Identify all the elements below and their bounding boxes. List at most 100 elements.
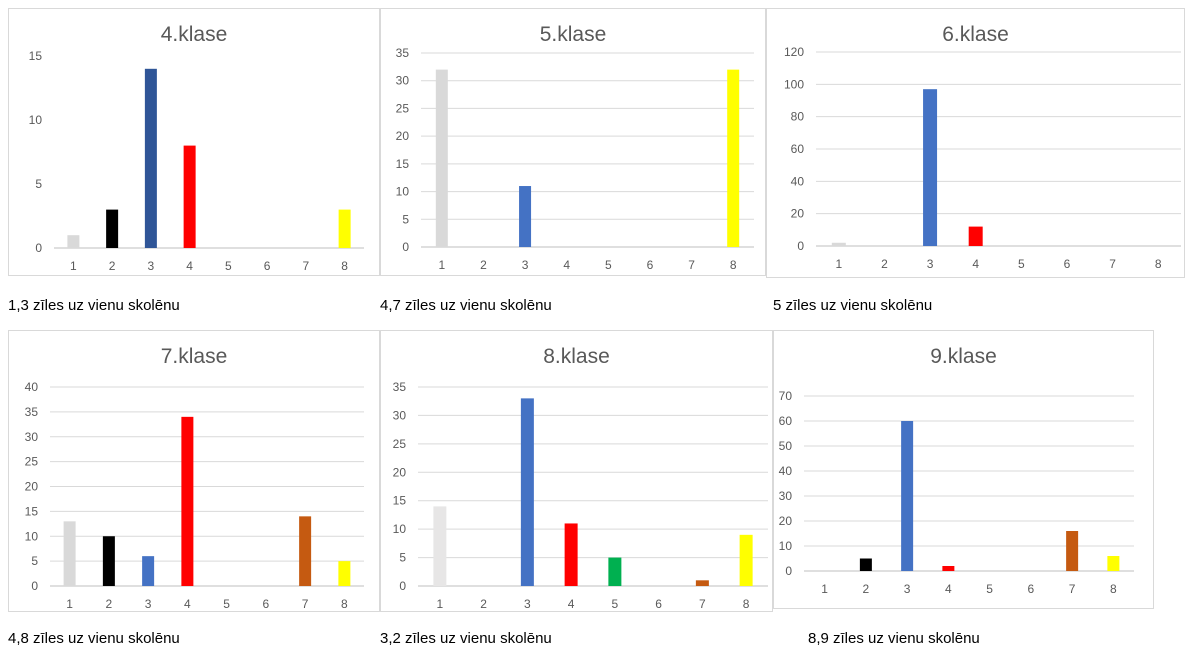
bar [695, 580, 709, 586]
y-tick-label: 20 [396, 129, 410, 143]
y-tick-label: 15 [25, 504, 39, 518]
x-tick-label: 1 [438, 258, 445, 272]
bar [901, 421, 914, 571]
x-tick-label: 5 [223, 597, 230, 611]
y-tick-label: 35 [25, 405, 39, 419]
y-tick-label: 15 [396, 157, 410, 171]
x-tick-label: 7 [688, 258, 695, 272]
y-tick-label: 5 [31, 554, 38, 568]
y-tick-label: 30 [25, 430, 39, 444]
bar [63, 521, 76, 586]
y-tick-label: 0 [785, 564, 792, 578]
chart-title: 6.klase [942, 23, 1009, 46]
chart-panel-7-klase: 7.klase 0 5 10 15 20 25 30 35 40 1 2 3 4 5 6 7 8 [8, 330, 380, 612]
y-tick-label: 20 [791, 207, 805, 221]
bar [106, 209, 119, 248]
bar [102, 536, 115, 586]
y-tick-label: 35 [396, 46, 410, 60]
y-tick-label: 5 [35, 177, 42, 191]
y-tick-label: 40 [25, 380, 39, 394]
chart-title: 4.klase [160, 23, 228, 46]
y-tick-label: 10 [25, 529, 39, 543]
chart-title: 5.klase [539, 23, 607, 46]
x-tick-label: 2 [863, 582, 870, 596]
bar [142, 556, 155, 586]
x-tick-label: 8 [1110, 582, 1117, 596]
x-tick-label: 2 [480, 597, 487, 611]
bar [520, 398, 534, 586]
chart-panel-9-klase: 9.klase 0 10 20 30 40 50 60 70 1 2 3 4 5 6 7 8 [773, 330, 1154, 609]
bar [859, 558, 872, 571]
y-tick-label: 70 [779, 389, 793, 403]
caption-9-klase: 8,9 zīles uz vienu skolēnu [808, 630, 980, 647]
y-tick-label: 30 [393, 408, 407, 422]
x-tick-label: 3 [145, 597, 152, 611]
y-tick-label: 30 [779, 489, 793, 503]
x-tick-label: 8 [743, 597, 750, 611]
caption-6-klase: 5 zīles uz vienu skolēnu [773, 297, 933, 314]
x-tick-label: 3 [148, 259, 155, 273]
y-tick-label: 40 [779, 464, 793, 478]
chart-panel-8-klase: 8.klase 0 5 10 15 20 25 30 35 1 2 3 4 5 6 7 8 [380, 330, 773, 612]
bar [67, 235, 80, 248]
x-tick-label: 1 [821, 582, 828, 596]
y-tick-label: 10 [396, 185, 410, 199]
x-tick-label: 8 [341, 597, 348, 611]
y-tick-label: 0 [31, 579, 38, 593]
chart-svg: 0 5 10 15 20 25 30 35 1 2 3 4 5 6 7 8 [393, 380, 768, 611]
y-tick-label: 15 [29, 49, 43, 63]
caption-5-klase: 4,7 zīles uz vienu skolēnu [380, 297, 552, 314]
y-tick-label: 0 [402, 240, 409, 254]
chart-svg: 0 5 10 15 20 25 30 35 40 1 2 3 4 5 6 7 8 [25, 380, 364, 611]
bar [435, 69, 448, 247]
y-tick-label: 35 [393, 380, 407, 394]
bar [923, 89, 938, 246]
bar [144, 68, 157, 248]
bar [1066, 531, 1079, 571]
x-tick-label: 4 [945, 582, 952, 596]
y-tick-label: 25 [393, 437, 407, 451]
x-tick-label: 3 [927, 257, 934, 271]
y-tick-label: 5 [399, 551, 406, 565]
chart-panel-6-klase: 6.klase 0 20 40 60 80 100 120 1 2 3 4 5 6 7 8 [766, 8, 1185, 278]
y-tick-label: 60 [779, 414, 793, 428]
x-tick-label: 4 [186, 259, 193, 273]
x-tick-label: 4 [563, 258, 570, 272]
y-tick-label: 80 [791, 110, 805, 124]
chart-panel-4-klase: 4.klase 0 5 10 15 1 2 3 4 5 6 7 8 [8, 8, 380, 276]
x-tick-label: 5 [612, 597, 619, 611]
y-tick-label: 60 [791, 142, 805, 156]
chart-svg: 0 5 10 15 20 25 30 35 1 2 3 4 5 6 7 8 [396, 46, 754, 272]
bar [519, 186, 532, 247]
x-tick-label: 2 [106, 597, 113, 611]
y-tick-label: 10 [29, 113, 43, 127]
chart-title: 8.klase [543, 345, 610, 368]
caption-7-klase: 4,8 zīles uz vienu skolēnu [8, 630, 180, 647]
bar [942, 566, 955, 571]
y-tick-label: 40 [791, 174, 805, 188]
x-tick-label: 2 [109, 259, 116, 273]
x-tick-label: 5 [986, 582, 993, 596]
chart-svg: 0 10 20 30 40 50 60 70 1 2 3 4 5 6 7 8 [779, 389, 1134, 596]
y-tick-label: 20 [25, 480, 39, 494]
caption-8-klase: 3,2 zīles uz vienu skolēnu [380, 630, 552, 647]
bar [831, 242, 846, 246]
x-tick-label: 2 [881, 257, 888, 271]
chart-svg: 0 20 40 60 80 100 120 1 2 3 4 5 6 7 8 [784, 45, 1181, 271]
y-tick-label: 100 [784, 77, 804, 91]
x-tick-label: 3 [904, 582, 911, 596]
y-tick-label: 120 [784, 45, 804, 59]
bar [338, 561, 351, 586]
chart-svg: 0 5 10 15 1 2 3 4 5 6 7 8 [29, 49, 364, 273]
x-tick-label: 7 [303, 259, 310, 273]
y-tick-label: 0 [399, 579, 406, 593]
x-tick-label: 6 [1064, 257, 1071, 271]
x-tick-label: 6 [263, 597, 270, 611]
x-tick-label: 7 [302, 597, 309, 611]
bar [968, 226, 983, 246]
y-tick-label: 0 [35, 241, 42, 255]
bar [727, 69, 740, 247]
x-tick-label: 1 [66, 597, 73, 611]
bar [299, 516, 312, 586]
x-tick-label: 7 [1069, 582, 1076, 596]
